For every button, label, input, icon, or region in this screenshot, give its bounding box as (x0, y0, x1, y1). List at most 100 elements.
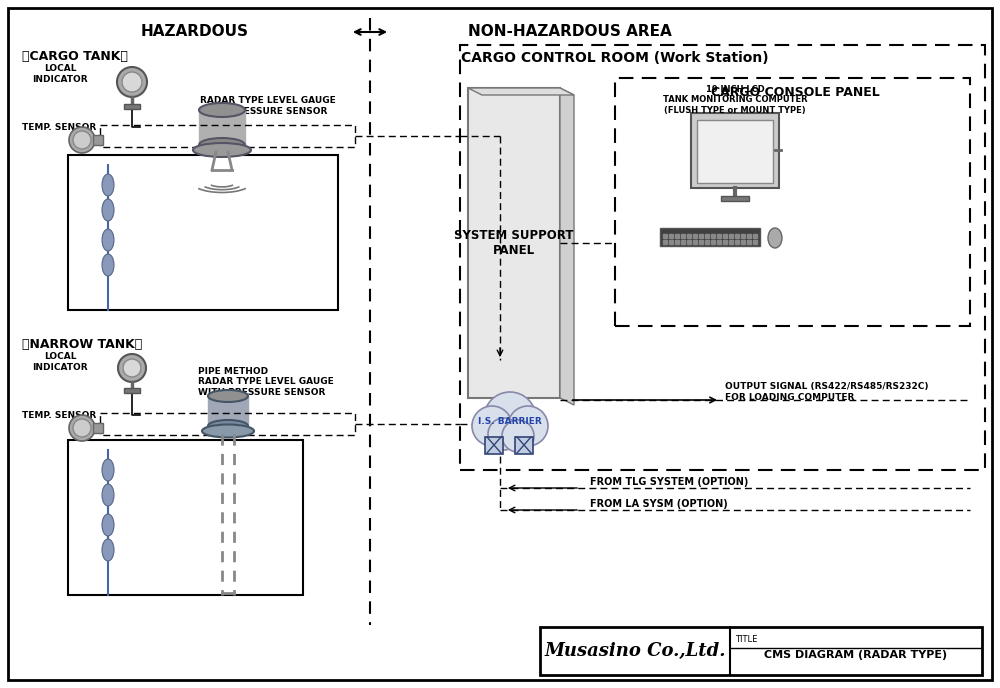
Bar (615, 78, 970, 326)
Bar (723, 240, 727, 244)
Bar (753, 234, 757, 238)
Bar (747, 240, 751, 244)
Ellipse shape (102, 539, 114, 561)
Text: TEMP. SENSOR: TEMP. SENSOR (22, 122, 96, 131)
Bar (540, 627, 982, 675)
Bar (717, 240, 721, 244)
Ellipse shape (199, 138, 245, 152)
Bar (741, 240, 745, 244)
Bar (735, 240, 739, 244)
Ellipse shape (102, 199, 114, 221)
Bar (199, 110, 245, 145)
Bar (747, 234, 751, 238)
Text: TEMP. SENSOR: TEMP. SENSOR (22, 411, 96, 420)
Bar (721, 196, 749, 201)
Ellipse shape (102, 254, 114, 276)
Circle shape (69, 127, 95, 153)
Ellipse shape (199, 103, 245, 117)
Bar (693, 240, 697, 244)
Bar (697, 120, 773, 183)
Text: OUTPUT SIGNAL (RS422/RS485/RS232C)
FOR LOADING COMPUTER: OUTPUT SIGNAL (RS422/RS485/RS232C) FOR L… (725, 383, 928, 402)
Bar (729, 240, 733, 244)
Circle shape (484, 392, 536, 444)
Circle shape (502, 420, 534, 452)
Text: PIPE METHOD
RADAR TYPE LEVEL GAUGE
WITH PRESSURE SENSOR: PIPE METHOD RADAR TYPE LEVEL GAUGE WITH … (198, 367, 334, 397)
Text: CARGO CONSOLE PANEL: CARGO CONSOLE PANEL (711, 85, 879, 98)
Text: 「CARGO TANK」: 「CARGO TANK」 (22, 50, 128, 63)
Circle shape (117, 67, 147, 97)
Bar (717, 234, 721, 238)
Ellipse shape (102, 484, 114, 506)
Text: NON-HAZARDOUS AREA: NON-HAZARDOUS AREA (468, 25, 672, 39)
Bar (663, 234, 667, 238)
Bar (675, 240, 679, 244)
Bar (741, 234, 745, 238)
Bar (669, 234, 673, 238)
Text: FROM LA SYSM (OPTION): FROM LA SYSM (OPTION) (590, 499, 728, 509)
Text: 19 INCH LCD
TANK MONITORING COMPUTER
(FLUSH TYPE or MOUNT TYPE): 19 INCH LCD TANK MONITORING COMPUTER (FL… (663, 85, 807, 115)
Ellipse shape (102, 459, 114, 481)
Bar (660, 228, 760, 246)
Ellipse shape (202, 424, 254, 438)
Bar (68, 440, 303, 595)
Bar (705, 234, 709, 238)
Bar (687, 240, 691, 244)
Text: LOCAL
INDICATOR: LOCAL INDICATOR (32, 64, 88, 84)
Bar (681, 240, 685, 244)
Circle shape (69, 415, 95, 441)
Bar (723, 234, 727, 238)
Bar (753, 240, 757, 244)
Text: 「NARROW TANK」: 「NARROW TANK」 (22, 338, 142, 352)
Text: LOCAL
INDICATOR: LOCAL INDICATOR (32, 352, 88, 372)
Bar (693, 234, 697, 238)
Bar (711, 234, 715, 238)
Bar (687, 234, 691, 238)
Circle shape (73, 131, 91, 149)
Text: FROM TLG SYSTEM (OPTION): FROM TLG SYSTEM (OPTION) (590, 477, 748, 487)
Ellipse shape (102, 174, 114, 196)
Bar (675, 234, 679, 238)
Ellipse shape (768, 228, 782, 248)
Bar (705, 240, 709, 244)
Bar (669, 240, 673, 244)
Bar (468, 88, 560, 398)
Bar (711, 240, 715, 244)
Bar (124, 104, 140, 109)
Bar (691, 113, 779, 188)
Ellipse shape (193, 143, 251, 157)
Bar (93, 135, 103, 145)
Text: I.S. BARRIER: I.S. BARRIER (478, 418, 542, 427)
Circle shape (73, 419, 91, 437)
Ellipse shape (102, 229, 114, 251)
Ellipse shape (102, 514, 114, 536)
Text: TITLE: TITLE (735, 636, 757, 645)
Circle shape (122, 72, 142, 92)
Bar (663, 240, 667, 244)
Polygon shape (560, 88, 574, 405)
Polygon shape (468, 88, 574, 95)
Bar (735, 234, 739, 238)
Text: HAZARDOUS: HAZARDOUS (141, 25, 249, 39)
Bar (460, 45, 985, 470)
Text: SYSTEM SUPPORT
PANEL: SYSTEM SUPPORT PANEL (454, 229, 574, 257)
Bar (485, 437, 503, 454)
Bar (699, 240, 703, 244)
Ellipse shape (208, 420, 248, 432)
Ellipse shape (208, 390, 248, 402)
Circle shape (123, 359, 141, 377)
Bar (729, 234, 733, 238)
Bar (515, 437, 533, 454)
Text: Musasino Co.,Ltd.: Musasino Co.,Ltd. (544, 642, 726, 660)
Bar (681, 234, 685, 238)
Circle shape (118, 354, 146, 382)
Bar (124, 388, 140, 393)
Bar (208, 396, 248, 426)
Text: RADAR TYPE LEVEL GAUGE
WITH PRESSURE SENSOR: RADAR TYPE LEVEL GAUGE WITH PRESSURE SEN… (200, 96, 336, 116)
Text: CARGO CONTROL ROOM (Work Station): CARGO CONTROL ROOM (Work Station) (461, 51, 769, 65)
Circle shape (508, 406, 548, 446)
Circle shape (488, 418, 520, 450)
Text: CMS DIAGRAM (RADAR TYPE): CMS DIAGRAM (RADAR TYPE) (764, 650, 948, 660)
Bar (93, 423, 103, 433)
Circle shape (472, 406, 512, 446)
Bar (68, 155, 338, 310)
